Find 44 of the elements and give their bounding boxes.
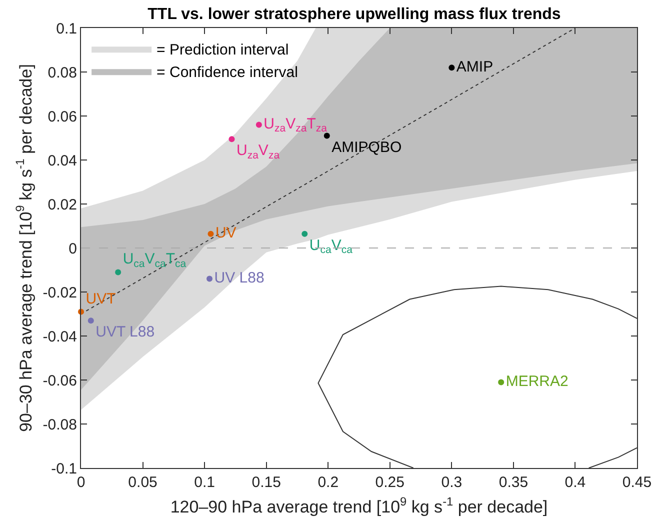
x-tick-label: 0.05 xyxy=(128,474,158,491)
series-label: U$_{za}$V$_{za}$T$_{za}$ xyxy=(264,116,328,135)
y-tick-label: 0.04 xyxy=(48,152,77,170)
series-label: UV L88 xyxy=(214,270,264,287)
y-tick-label: 0.1 xyxy=(56,20,77,38)
point xyxy=(208,230,214,237)
point xyxy=(88,318,94,324)
y-tick-label: 0.02 xyxy=(48,196,77,214)
point xyxy=(302,230,308,237)
y-tick-label: -0.1 xyxy=(51,460,77,478)
x-tick-label: 0.45 xyxy=(622,474,652,491)
point xyxy=(324,132,330,139)
point xyxy=(206,276,212,282)
y-tick-label: -0.02 xyxy=(42,284,77,302)
x-tick-label: 0.1 xyxy=(194,474,215,491)
x-tick-label: 0.35 xyxy=(498,474,528,491)
x-tick-label: 0.2 xyxy=(318,474,339,491)
y-tick-label: -0.06 xyxy=(42,372,77,390)
point xyxy=(228,136,235,142)
chart-title: TTL vs. lower stratosphere upwelling mass flux trends xyxy=(148,6,561,24)
series-label: UV xyxy=(215,224,236,242)
legend-label: = Confidence interval xyxy=(156,64,298,81)
series-label: U$_{ca}$V$_{ca}$T$_{ca}$ xyxy=(122,250,186,270)
point xyxy=(115,269,122,276)
point xyxy=(256,122,262,128)
x-tick-label: 0.25 xyxy=(375,474,404,491)
point xyxy=(498,379,504,386)
y-tick-label: -0.04 xyxy=(42,328,77,346)
series-label: UVT xyxy=(86,290,116,308)
series-label: AMIP xyxy=(456,58,494,76)
y-tick-label: 0.08 xyxy=(48,64,77,82)
series-label: U$_{za}$V$_{za}$ xyxy=(236,142,280,162)
legend-label: = Prediction interval xyxy=(156,42,289,58)
x-tick-label: 0.15 xyxy=(252,474,281,491)
series-label: UVT L88 xyxy=(96,324,155,341)
series-label: MERRA2 xyxy=(506,372,568,390)
x-tick-label: 0.4 xyxy=(564,474,586,491)
x-axis-title: 120–90 hPa average trend [10$^{9}$ kg s$^{-1}$ per decade] xyxy=(170,494,548,516)
y-tick-label: 0 xyxy=(68,240,77,258)
point xyxy=(448,64,455,71)
y-tick-label: 0.06 xyxy=(48,108,77,126)
y-tick-label: -0.08 xyxy=(42,416,77,434)
x-tick-label: 0.3 xyxy=(441,474,462,491)
series-label: AMIPQBO xyxy=(332,138,402,156)
